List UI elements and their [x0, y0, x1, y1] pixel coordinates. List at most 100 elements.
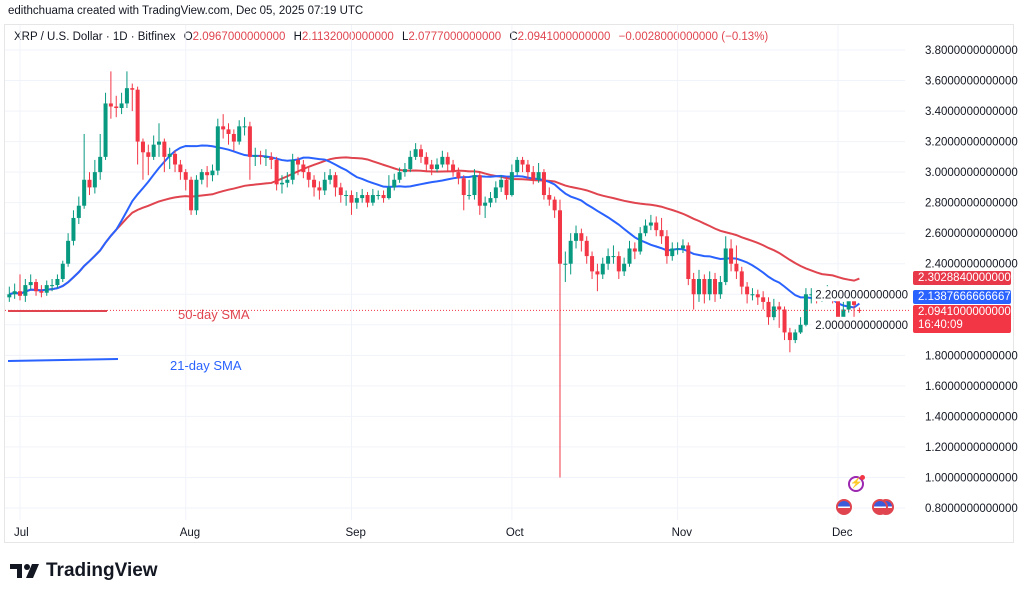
- y-tick-label: 3.4000000000000: [925, 106, 1018, 118]
- y-tick-label: 2.8000000000000: [925, 198, 1018, 210]
- candle-down: [729, 248, 734, 264]
- candle-up: [472, 175, 477, 196]
- candle-down: [333, 175, 338, 188]
- candle-down: [306, 172, 311, 180]
- candle-down: [301, 164, 306, 173]
- candle-up: [696, 279, 701, 295]
- candle-down: [632, 248, 637, 252]
- candle-up: [435, 164, 440, 170]
- candle-up: [563, 263, 568, 265]
- candle-down: [664, 236, 669, 257]
- candle-down: [365, 195, 370, 203]
- y-tick-label-backdrop: [812, 286, 909, 302]
- candle-down: [531, 172, 536, 180]
- y-tick-label: 3.6000000000000: [925, 76, 1018, 88]
- candle-down: [590, 256, 595, 272]
- candle-down: [445, 156, 450, 165]
- sma21-annotation: 21-day SMA: [170, 358, 242, 373]
- lightning-sparkle-icon[interactable]: ⚡: [848, 475, 865, 492]
- candle-down: [477, 175, 482, 206]
- tradingview-logo-icon: [10, 564, 39, 578]
- candle-up: [370, 195, 375, 203]
- candle-up: [488, 198, 493, 203]
- candle-down: [418, 149, 423, 157]
- candle-up: [402, 169, 407, 173]
- sma21-legend-line: [7, 358, 119, 362]
- candle-up: [408, 156, 413, 170]
- candle-up: [354, 198, 359, 203]
- candle-down: [205, 172, 210, 176]
- chart-credit: edithchuama created with TradingView.com…: [8, 5, 364, 17]
- candle-up: [723, 248, 728, 283]
- chart-frame: [4, 24, 1014, 543]
- candle-down: [777, 306, 782, 310]
- candle-up: [12, 291, 17, 295]
- candle-up: [167, 153, 172, 157]
- candle-down: [429, 164, 434, 170]
- high-value: 2.1132000000000: [301, 31, 394, 43]
- candle-up: [622, 263, 627, 272]
- candle-up: [606, 256, 611, 264]
- candle-up: [55, 279, 60, 286]
- candle-up: [397, 172, 402, 180]
- low-label: L: [402, 31, 409, 43]
- candle-up: [483, 202, 488, 206]
- candle-down: [178, 164, 183, 173]
- candle-up: [750, 294, 755, 296]
- candle-down: [87, 179, 92, 188]
- candle-down: [140, 141, 145, 153]
- change-value: −0.0028000000000 (−0.13%): [618, 31, 769, 43]
- candle-down: [381, 195, 386, 199]
- logo-text: TradingView: [46, 560, 158, 581]
- candle-up: [237, 126, 242, 142]
- candle-up: [253, 155, 258, 157]
- candle-down: [461, 178, 466, 196]
- tradingview-logo: TradingView: [10, 560, 158, 582]
- candle-up: [627, 248, 632, 264]
- candle-down: [39, 291, 44, 293]
- open-value: 2.0967000000000: [192, 31, 286, 43]
- candle-down: [686, 245, 691, 279]
- candle-down: [258, 155, 263, 157]
- us-flag-event-icon[interactable]: [872, 499, 888, 515]
- candle-up: [76, 205, 81, 218]
- candle-down: [579, 233, 584, 241]
- candle-down: [616, 256, 621, 272]
- candle-up: [28, 282, 33, 286]
- candle-down: [424, 156, 429, 165]
- candle-down: [782, 309, 787, 333]
- y-tick-label: 2.4000000000000: [925, 259, 1018, 271]
- candle-down: [525, 164, 530, 173]
- candle-up: [675, 248, 680, 250]
- candle-up: [515, 159, 520, 173]
- low-value: 2.0777000000000: [408, 31, 502, 43]
- candle-down: [135, 89, 140, 142]
- candle-up: [124, 88, 129, 104]
- x-tick-label: Dec: [832, 527, 853, 539]
- candle-up: [98, 156, 103, 173]
- candle-down: [34, 282, 39, 292]
- candle-down: [836, 297, 840, 325]
- candle-up: [360, 195, 365, 199]
- candle-down: [269, 156, 274, 160]
- candle-up: [611, 256, 616, 258]
- candle-down: [162, 141, 167, 157]
- candle-up: [643, 225, 648, 234]
- x-tick-label: Sep: [345, 527, 365, 539]
- candle-up: [44, 285, 49, 293]
- candle-up: [413, 149, 418, 157]
- candle-up: [119, 103, 124, 109]
- candle-up: [215, 126, 220, 171]
- y-tick-label: 3.0000000000000: [925, 167, 1018, 179]
- candle-down: [552, 199, 557, 211]
- y-tick-label: 1.6000000000000: [925, 381, 1018, 393]
- candle-up: [199, 172, 204, 180]
- us-flag-event-icon[interactable]: [836, 499, 852, 515]
- candle-up: [242, 126, 247, 128]
- candle-down: [338, 187, 343, 196]
- candle-down: [146, 152, 151, 157]
- candle-down: [189, 179, 194, 211]
- candle-up: [809, 294, 814, 296]
- sma50-price-badge: 2.3028840000000: [913, 271, 1011, 285]
